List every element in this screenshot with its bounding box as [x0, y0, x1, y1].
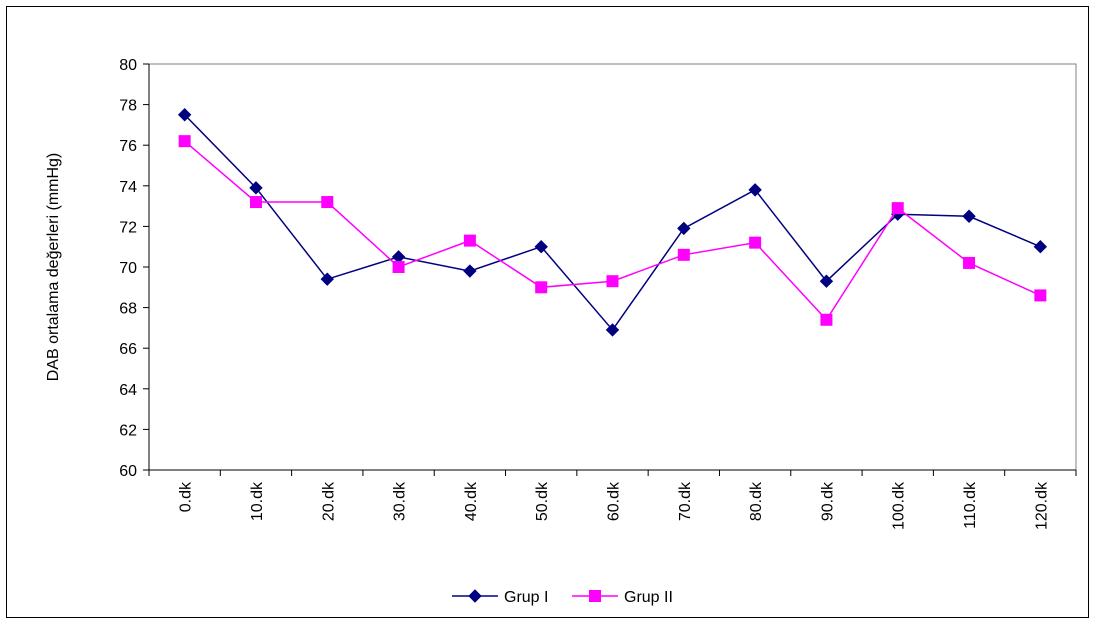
data-point: [819, 274, 834, 288]
x-tick-label: 90.dk: [819, 481, 836, 521]
y-tick-label: 62: [119, 422, 137, 439]
data-point: [321, 196, 334, 209]
y-tick-label: 76: [119, 138, 137, 155]
data-point: [177, 108, 192, 122]
data-point: [534, 239, 548, 254]
legend-marker: [589, 590, 601, 602]
data-point: [463, 234, 476, 247]
x-tick-label: 0.dk: [178, 481, 195, 512]
y-tick-label: 72: [119, 219, 137, 236]
x-tick-label: 100.dk: [891, 481, 908, 530]
legend-item-1: Grup I: [452, 589, 548, 606]
data-point: [605, 323, 620, 337]
legend-marker: [468, 589, 482, 603]
data-point: [535, 281, 548, 294]
legend-label: Grup I: [504, 589, 548, 606]
data-point: [320, 272, 334, 286]
x-tick-label: 30.dk: [392, 481, 409, 521]
x-tick-label: 80.dk: [748, 481, 765, 521]
data-point: [249, 181, 263, 195]
y-tick-label: 66: [119, 341, 137, 358]
data-point: [1034, 289, 1047, 302]
x-tick-label: 10.dk: [249, 481, 266, 521]
data-point: [178, 135, 191, 148]
series-2: [178, 135, 1047, 326]
plot-border: [148, 63, 1077, 471]
data-point: [1033, 239, 1048, 254]
x-tick-label: 110.dk: [962, 481, 979, 529]
legend: Grup I Grup II: [452, 589, 673, 606]
data-point: [748, 183, 762, 197]
x-tick-label: 120.dk: [1033, 481, 1050, 530]
data-point: [606, 275, 619, 288]
x-axis: 0.dk 10.dk 20.dk 30.dk 40.dk 50.dk 60.dk 70.dk 8…: [148, 469, 1077, 530]
data-point: [249, 196, 262, 209]
y-tick-label: 78: [119, 98, 137, 115]
x-tick-label: 60.dk: [606, 481, 623, 521]
y-tick-label: 70: [119, 260, 137, 277]
series-layer: [177, 108, 1048, 337]
y-axis-title: DAB ortalama değerleri (mmHg): [45, 153, 62, 382]
data-point: [749, 236, 762, 249]
plot-area: [148, 63, 1077, 471]
x-tick-label: 20.dk: [320, 481, 337, 521]
x-tick-label: 70.dk: [677, 481, 694, 521]
y-tick-label: 64: [119, 382, 137, 399]
y-tick-label: 60: [119, 463, 137, 480]
data-point: [962, 209, 976, 223]
data-point: [463, 264, 477, 278]
data-point: [677, 248, 690, 261]
data-point: [820, 313, 833, 326]
legend-item-2: Grup II: [572, 589, 673, 606]
x-tick-label: 50.dk: [534, 481, 551, 521]
y-tick-label: 80: [119, 57, 137, 74]
y-tick-label: 68: [119, 301, 137, 318]
y-axis: 60 62 64 66 68 70 72 74 76 78 80: [119, 57, 150, 480]
y-tick-label: 74: [119, 179, 137, 196]
data-point: [891, 202, 904, 215]
data-point: [963, 256, 976, 269]
legend-label: Grup II: [624, 589, 673, 606]
data-point: [677, 221, 691, 236]
data-point: [392, 261, 405, 273]
x-tick-label: 40.dk: [463, 481, 480, 521]
